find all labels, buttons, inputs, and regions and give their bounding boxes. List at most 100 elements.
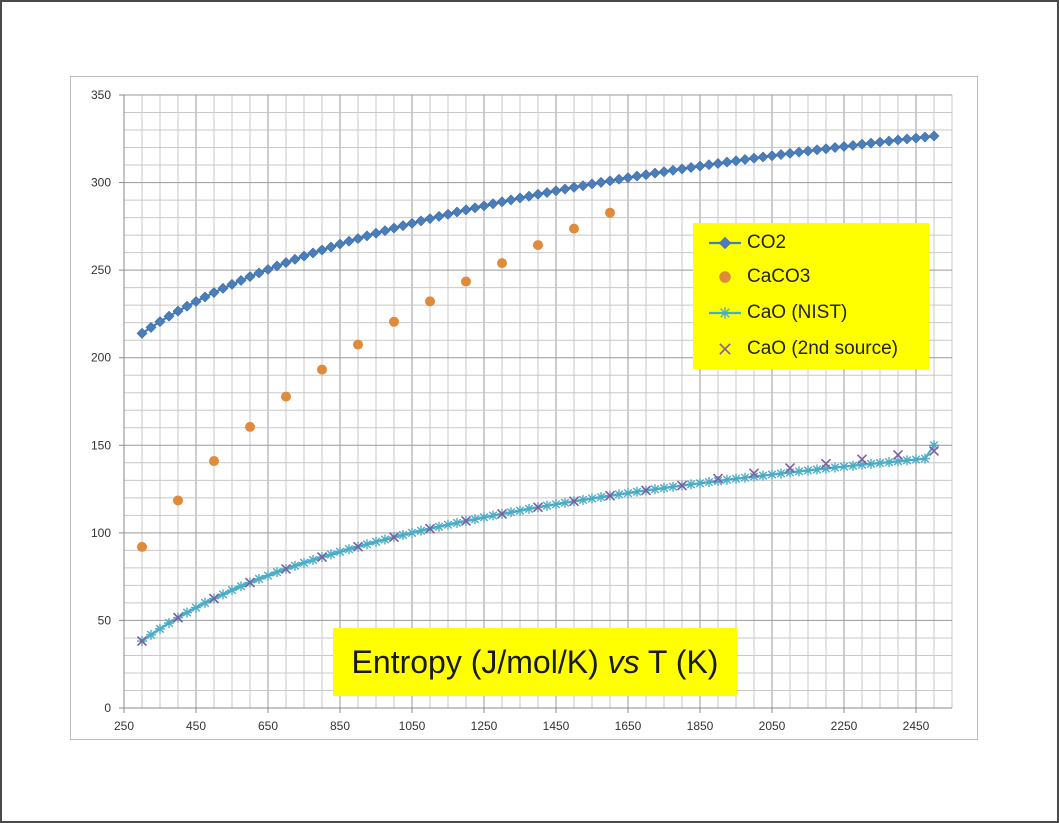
data-point-cao-2nd <box>280 563 292 575</box>
data-point-co2 <box>505 194 517 206</box>
data-point-cao-nist <box>650 484 660 495</box>
data-point-co2 <box>568 181 580 193</box>
data-point-cao-nist <box>668 481 678 492</box>
data-point-cao-2nd <box>424 523 436 534</box>
legend-item-co2: CO2 <box>707 229 786 257</box>
data-point-co2 <box>487 198 499 210</box>
data-point-cao-nist <box>695 478 705 489</box>
data-point-cao-nist <box>506 507 516 518</box>
data-point-co2 <box>802 145 814 157</box>
data-point-cao-nist <box>758 470 768 481</box>
data-point-cao-nist <box>470 514 480 525</box>
data-point-cao-nist <box>848 460 858 471</box>
data-point-co2 <box>856 138 868 150</box>
data-point-cao-nist <box>290 560 300 571</box>
data-point-co2 <box>784 147 796 159</box>
data-point-co2 <box>586 178 598 190</box>
data-point-cao-nist <box>830 462 840 473</box>
data-point-co2 <box>478 200 490 212</box>
y-tick-label: 100 <box>91 526 111 540</box>
data-point-cao-nist <box>596 492 606 503</box>
x-tick-label: 850 <box>330 719 350 733</box>
data-point-cao-2nd <box>496 508 508 520</box>
data-point-cao-2nd <box>784 462 796 474</box>
data-point-cao-nist <box>731 473 741 484</box>
data-point-cao-nist <box>821 463 831 474</box>
data-point-caco3 <box>425 296 435 307</box>
data-point-cao-nist <box>920 453 930 464</box>
data-point-co2 <box>280 257 292 269</box>
data-point-cao-2nd <box>316 551 328 563</box>
data-point-cao-nist <box>434 521 444 532</box>
data-point-cao-nist <box>398 529 408 540</box>
data-point-co2 <box>433 210 445 222</box>
data-point-co2 <box>397 220 409 232</box>
x-tick-label: 250 <box>114 719 134 733</box>
series-cao-2nd <box>136 445 940 647</box>
data-point-cao-nist <box>794 466 804 477</box>
data-point-cao-nist <box>326 549 336 560</box>
data-point-co2 <box>352 233 364 245</box>
data-point-co2 <box>388 222 400 234</box>
data-point-co2 <box>721 156 733 168</box>
data-point-cao-nist <box>587 493 597 504</box>
data-point-co2 <box>550 185 562 197</box>
series-caco3 <box>137 207 615 552</box>
data-point-co2 <box>532 188 544 200</box>
data-point-co2 <box>406 217 418 229</box>
data-point-co2 <box>604 175 616 187</box>
data-point-co2 <box>181 300 193 312</box>
data-point-co2 <box>190 296 202 307</box>
data-point-co2 <box>145 321 157 333</box>
data-point-cao-nist <box>902 455 912 466</box>
data-point-co2 <box>667 164 679 176</box>
x-tick-label: 2250 <box>831 719 858 733</box>
data-point-cao-nist <box>227 585 237 596</box>
data-point-co2 <box>424 213 436 225</box>
data-point-cao-nist <box>344 544 354 555</box>
data-point-cao-nist <box>893 456 903 467</box>
data-point-co2 <box>865 137 877 149</box>
plot-svg: 250 450 650 850 1050 1250 1450 1650 1850 2050 2250… <box>91 88 953 733</box>
chart-title-box: Entropy (J/mol/K) vs T (K) <box>333 628 737 696</box>
data-point-co2 <box>325 241 337 253</box>
data-point-co2 <box>622 172 634 184</box>
data-point-caco3 <box>461 276 471 287</box>
data-point-cao-nist <box>407 527 417 538</box>
data-point-cao-nist <box>884 457 894 468</box>
data-point-cao-nist <box>254 573 264 584</box>
data-point-cao-nist <box>776 468 786 479</box>
data-point-cao-2nd <box>712 473 724 484</box>
data-point-cao-nist <box>236 581 246 592</box>
y-tick-label: 150 <box>91 438 111 452</box>
data-point-co2 <box>739 154 751 165</box>
data-point-caco3 <box>533 240 543 251</box>
y-tick-label: 50 <box>98 613 112 627</box>
data-point-caco3 <box>209 456 219 467</box>
x-tick-label: 1450 <box>543 719 570 733</box>
data-point-co2 <box>811 144 823 156</box>
x-tick-label: 1850 <box>687 719 714 733</box>
data-point-co2 <box>919 131 931 143</box>
data-point-cao-nist <box>803 465 813 476</box>
data-point-co2 <box>154 316 166 328</box>
x-tick-label: 2050 <box>759 719 786 733</box>
data-point-cao-nist <box>866 458 876 469</box>
data-point-co2 <box>775 149 787 160</box>
data-point-co2 <box>496 196 508 208</box>
data-point-cao-nist <box>659 483 669 494</box>
data-point-cao-2nd <box>460 515 472 527</box>
x-tick-label: 650 <box>258 719 278 733</box>
data-point-co2 <box>910 132 922 144</box>
data-point-co2 <box>271 260 283 272</box>
data-point-cao-nist <box>632 486 642 497</box>
data-point-co2 <box>361 230 373 242</box>
data-point-co2 <box>541 187 553 198</box>
data-point-cao-2nd <box>892 449 904 460</box>
data-point-cao-nist <box>182 607 192 618</box>
data-point-caco3 <box>389 316 399 327</box>
data-point-cao-2nd <box>532 502 544 513</box>
data-point-co2 <box>694 160 706 172</box>
legend-label-cao-nist: CaO (NIST) <box>747 302 848 323</box>
data-point-cao-nist <box>479 512 489 523</box>
